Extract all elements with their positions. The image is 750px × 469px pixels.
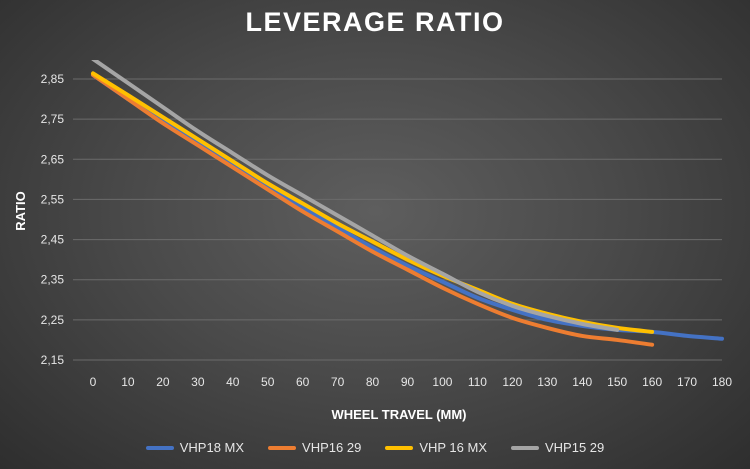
x-tick-label: 10 [121, 375, 135, 389]
legend-item: VHP16 29 [268, 440, 361, 455]
x-tick-label: 110 [468, 375, 487, 389]
x-tick-label: 50 [261, 375, 275, 389]
x-tick-label: 150 [607, 375, 627, 389]
x-tick-label: 80 [366, 375, 380, 389]
legend-swatch [268, 445, 297, 450]
legend-item: VHP15 29 [511, 440, 604, 455]
legend-swatch [145, 445, 174, 450]
x-tick-label: 0 [90, 375, 97, 389]
legend-label: VHP15 29 [545, 440, 605, 455]
y-tick-label: 2,65 [41, 152, 65, 166]
legend-item: VHP 16 MX [385, 440, 487, 455]
legend: VHP18 MX VHP16 29 VHP 16 MX VHP15 29 [0, 440, 750, 455]
x-tick-label: 170 [677, 375, 697, 389]
legend-swatch [385, 445, 414, 450]
y-tick-label: 2,35 [41, 273, 65, 287]
legend-label: VHP 16 MX [419, 440, 487, 455]
y-tick-label: 2,25 [41, 313, 65, 327]
chart-title: LEVERAGE RATIO [245, 7, 505, 37]
legend-item: VHP18 MX [145, 440, 245, 455]
x-tick-label: 70 [331, 375, 345, 389]
y-tick-label: 2,85 [41, 72, 65, 86]
x-tick-label: 140 [572, 375, 592, 389]
series-line-vhp15-29 [91, 60, 620, 332]
legend-label: VHP18 MX [179, 440, 245, 455]
x-tick-label: 20 [156, 375, 170, 389]
y-tick-label: 2,45 [41, 233, 65, 247]
y-tick-label: 2,75 [41, 112, 65, 126]
x-tick-label: 160 [642, 375, 662, 389]
x-tick-label: 40 [226, 375, 240, 389]
x-tick-label: 130 [537, 375, 557, 389]
series-line-vhp18-mx [91, 72, 724, 341]
legend-label: VHP16 29 [302, 440, 362, 455]
x-tick-label: 30 [191, 375, 205, 389]
series-line-vhp-16-mx [91, 71, 655, 334]
legend-swatch [511, 445, 539, 450]
y-tick-label: 2,55 [41, 192, 65, 206]
x-tick-label: 60 [296, 375, 310, 389]
y-tick-label: 2,15 [41, 353, 65, 367]
x-axis-title: WHEEL TRAVEL (MM) [331, 407, 466, 422]
series-line-vhp16-29 [91, 72, 655, 347]
x-tick-label: 120 [502, 375, 522, 389]
x-tick-label: 180 [712, 375, 732, 389]
x-tick-label: 100 [432, 375, 452, 389]
y-axis-title: RATIO [13, 191, 28, 230]
x-tick-label: 90 [401, 375, 415, 389]
